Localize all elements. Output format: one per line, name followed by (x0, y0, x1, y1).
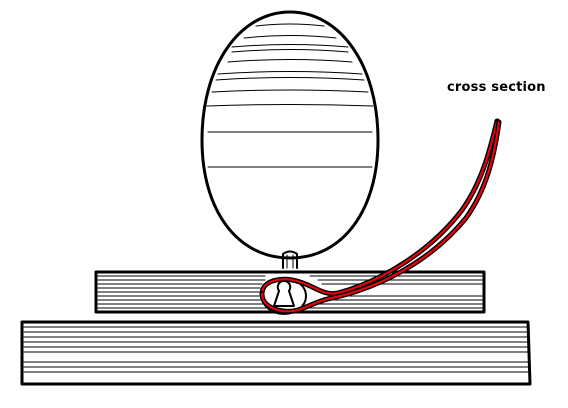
egg-body (200, 10, 380, 260)
mounting-rail (94, 270, 486, 314)
egg-stem (282, 250, 298, 269)
cross-section-label: cross section (447, 80, 546, 95)
cross-section-highlight (259, 118, 502, 314)
base-slab (20, 320, 532, 386)
